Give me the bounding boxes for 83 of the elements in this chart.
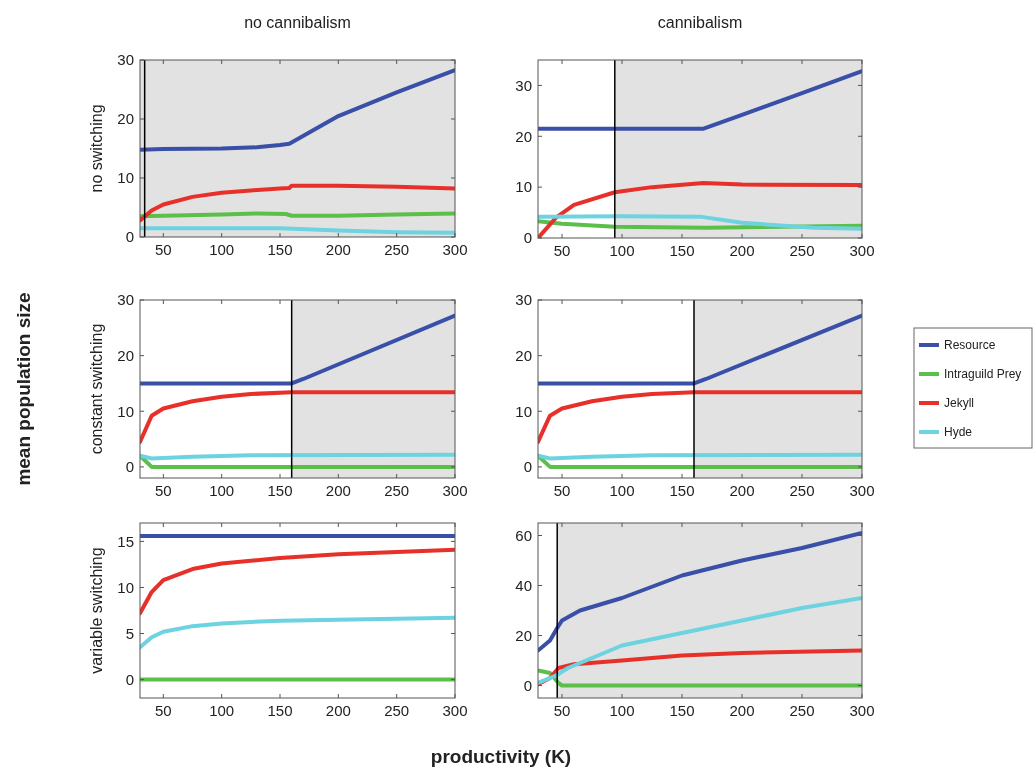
y-tick-label: 0 (125, 458, 134, 476)
x-tick-label: 150 (669, 482, 695, 499)
line-series (538, 181, 862, 238)
y-tick-label: 10 (117, 578, 134, 596)
y-axis-title: variable switching (88, 547, 105, 674)
legend-label: Resource (944, 338, 996, 353)
x-tick-label: 50 (154, 241, 172, 258)
x-tick-label: 100 (209, 241, 235, 258)
x-tick-label: 300 (442, 702, 468, 719)
line-series (538, 390, 862, 444)
line-series (140, 547, 455, 616)
x-tick-label: 50 (553, 242, 571, 259)
x-tick-label: 100 (209, 482, 235, 499)
x-tick-label: 50 (553, 702, 571, 719)
x-tick-label: 100 (609, 242, 635, 259)
x-tick-label: 150 (267, 482, 293, 499)
x-tick-label: 200 (325, 241, 351, 258)
x-tick-label: 300 (442, 241, 468, 258)
x-tick-label: 200 (729, 242, 755, 259)
y-tick-label: 0 (523, 458, 532, 476)
line-series (140, 390, 455, 444)
legend-label: Hyde (944, 425, 973, 440)
x-tick-label: 250 (384, 702, 410, 719)
y-tick-label: 0 (523, 676, 532, 694)
y-tick-label: 30 (515, 291, 532, 309)
x-tick-label: 250 (789, 702, 815, 719)
y-tick-label: 15 (117, 532, 134, 550)
y-tick-label: 20 (515, 127, 532, 145)
x-tick-label: 300 (849, 482, 875, 499)
y-tick-label: 30 (515, 76, 532, 94)
line-series (538, 214, 862, 231)
x-tick-label: 250 (384, 482, 410, 499)
y-tick-label: 0 (523, 229, 532, 247)
y-tick-label: 10 (117, 402, 134, 420)
y-axis-title: constant switching (88, 323, 105, 455)
line-series (538, 596, 862, 685)
x-tick-label: 50 (154, 702, 172, 719)
x-tick-label: 150 (669, 702, 695, 719)
x-tick-label: 100 (209, 702, 235, 719)
y-tick-label: 20 (117, 346, 134, 364)
y-tick-label: 30 (117, 291, 134, 309)
line-series (538, 668, 862, 688)
x-axis-title: productivity (K) (430, 746, 572, 767)
x-tick-label: 200 (729, 702, 755, 719)
chart-title: no cannibalism (244, 14, 351, 31)
x-tick-label: 300 (442, 482, 468, 499)
y-tick-label: 20 (515, 626, 532, 644)
y-tick-label: 40 (515, 576, 532, 594)
chart-title: cannibalism (657, 14, 743, 31)
x-tick-label: 150 (267, 241, 293, 258)
x-tick-label: 150 (669, 242, 695, 259)
x-tick-label: 200 (325, 702, 351, 719)
legend-label: Intraguild Prey (944, 367, 1022, 382)
line-series (538, 531, 862, 653)
x-tick-label: 200 (325, 482, 351, 499)
line-series (140, 183, 455, 223)
x-tick-label: 200 (729, 482, 755, 499)
y-tick-label: 0 (125, 670, 134, 688)
x-tick-label: 50 (553, 482, 571, 499)
line-series (140, 615, 455, 650)
line-series (140, 68, 455, 152)
x-tick-label: 100 (609, 482, 635, 499)
y-tick-label: 10 (515, 178, 532, 196)
x-tick-label: 50 (154, 482, 172, 499)
y-tick-label: 30 (117, 51, 134, 69)
x-tick-label: 300 (849, 702, 875, 719)
x-tick-label: 250 (789, 242, 815, 259)
x-tick-label: 300 (849, 242, 875, 259)
x-tick-label: 150 (267, 702, 293, 719)
y-tick-label: 0 (125, 228, 134, 246)
y-tick-label: 60 (515, 526, 532, 544)
y-tick-label: 10 (117, 169, 134, 187)
y-axis-title: no switching (88, 104, 105, 193)
y-tick-label: 5 (125, 624, 134, 642)
line-series (538, 69, 862, 131)
y-tick-label: 10 (515, 402, 532, 420)
x-tick-label: 250 (789, 482, 815, 499)
legend-label: Jekyll (944, 396, 975, 411)
y-tick-label: 20 (515, 346, 532, 364)
text: mean population size (13, 292, 34, 486)
x-tick-label: 250 (384, 241, 410, 258)
y-tick-label: 20 (117, 110, 134, 128)
x-tick-label: 100 (609, 702, 635, 719)
